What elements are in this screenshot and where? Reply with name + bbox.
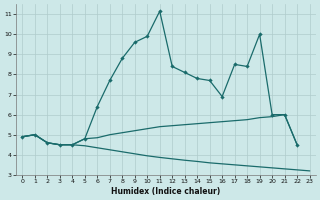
X-axis label: Humidex (Indice chaleur): Humidex (Indice chaleur): [111, 187, 220, 196]
